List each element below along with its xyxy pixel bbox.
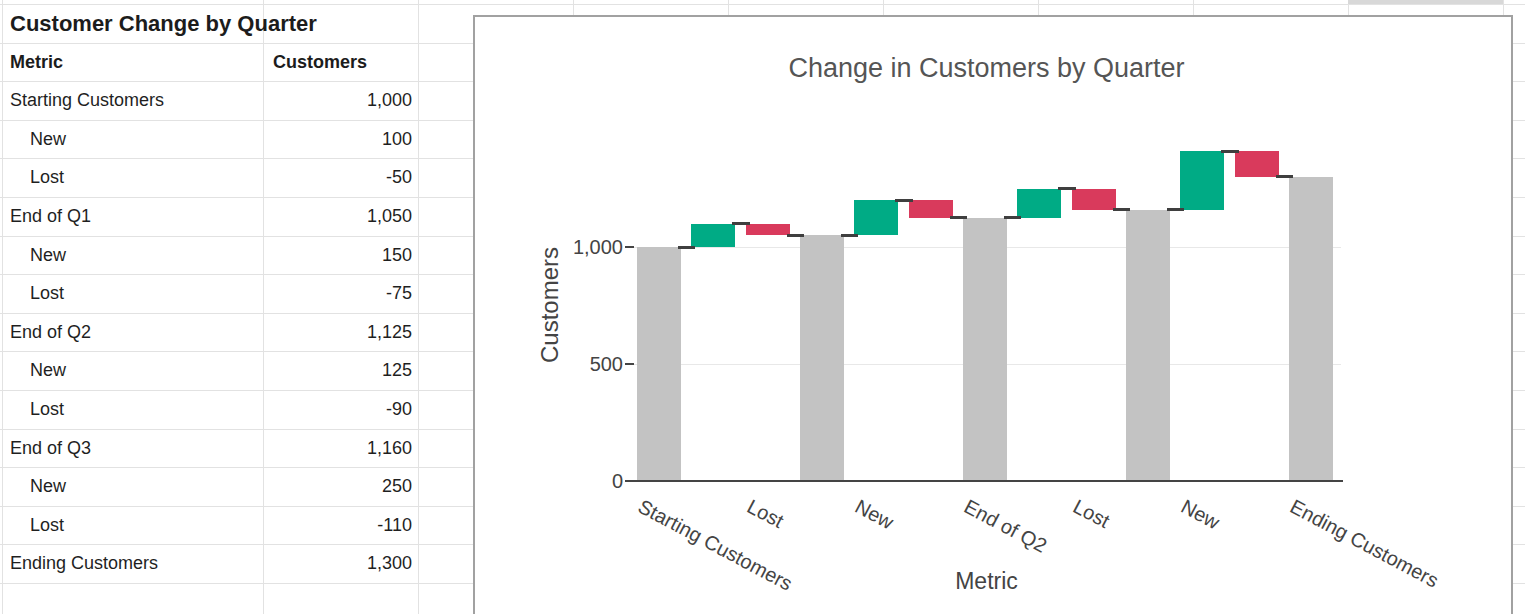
waterfall-bar-decrease [746, 224, 790, 236]
metric-header-cell[interactable]: Metric [2, 43, 263, 82]
table-row: End of Q11,050 [2, 197, 418, 236]
table-row: Ending Customers1,300 [2, 544, 418, 583]
customer-table: Customer Change by Quarter Metric Custom… [2, 4, 418, 604]
value-cell[interactable]: 150 [263, 236, 412, 275]
waterfall-bar-total [800, 235, 844, 481]
waterfall-connector [1058, 187, 1075, 190]
waterfall-bar-total [963, 218, 1007, 481]
value-cell[interactable]: 100 [263, 120, 412, 159]
y-tick-mark [625, 480, 634, 482]
waterfall-bar-increase [691, 224, 735, 247]
value-cell[interactable]: 1,000 [263, 81, 412, 120]
metric-cell[interactable]: Lost [2, 506, 263, 545]
waterfall-chart[interactable]: Change in Customers by Quarter Customers… [473, 15, 1513, 614]
table-row: Lost-75 [2, 274, 418, 313]
waterfall-bar-total [637, 247, 681, 481]
y-tick-label: 1,000 [533, 234, 623, 260]
waterfall-connector [895, 199, 912, 202]
metric-cell[interactable]: Starting Customers [2, 81, 263, 120]
waterfall-bar-total [1289, 177, 1333, 481]
table-row: New100 [2, 120, 418, 159]
metric-cell[interactable]: Lost [2, 390, 263, 429]
waterfall-connector [1276, 175, 1293, 178]
value-cell[interactable]: -90 [263, 390, 412, 429]
x-tick-label: New [852, 495, 898, 534]
waterfall-bar-decrease [1235, 151, 1279, 177]
metric-cell[interactable]: New [2, 351, 263, 390]
shaded-cell [1348, 0, 1503, 4]
waterfall-connector [678, 246, 695, 249]
waterfall-connector [787, 234, 804, 237]
waterfall-connector [841, 234, 858, 237]
table-row: New250 [2, 467, 418, 506]
table-row: Lost-110 [2, 506, 418, 545]
metric-cell[interactable]: Ending Customers [2, 544, 263, 583]
table-title-cell[interactable]: Customer Change by Quarter [2, 4, 418, 43]
waterfall-bar-increase [1017, 189, 1061, 218]
table-row: New125 [2, 351, 418, 390]
value-cell[interactable]: 1,160 [263, 429, 412, 468]
sheet-column-line [418, 0, 419, 614]
waterfall-bar-increase [854, 200, 898, 235]
metric-cell[interactable]: End of Q3 [2, 429, 263, 468]
x-axis-line [630, 480, 1343, 482]
customers-header-cell[interactable]: Customers [263, 43, 418, 82]
waterfall-bar-decrease [1072, 189, 1116, 210]
y-tick-label: 500 [533, 351, 623, 377]
y-tick-label: 0 [533, 468, 623, 494]
value-cell[interactable]: 1,050 [263, 197, 412, 236]
y-tick-mark [625, 363, 634, 365]
y-axis-title: Customers [536, 247, 564, 363]
metric-cell[interactable]: New [2, 120, 263, 159]
x-tick-label: New [1177, 495, 1223, 534]
waterfall-bar-decrease [909, 200, 953, 218]
value-cell[interactable]: -75 [263, 274, 412, 313]
table-row: End of Q31,160 [2, 429, 418, 468]
chart-title: Change in Customers by Quarter [632, 53, 1341, 84]
metric-cell[interactable]: Lost [2, 158, 263, 197]
value-cell[interactable]: -110 [263, 506, 412, 545]
table-row: New150 [2, 236, 418, 275]
x-tick-label: Lost [743, 495, 787, 533]
waterfall-connector [1113, 208, 1130, 211]
x-tick-label: End of Q2 [960, 495, 1050, 558]
plot-area [632, 130, 1341, 481]
waterfall-bar-total [1126, 210, 1170, 481]
table-row: End of Q21,125 [2, 313, 418, 352]
table-row: Lost-50 [2, 158, 418, 197]
x-tick-label: Lost [1069, 495, 1113, 533]
metric-cell[interactable]: End of Q1 [2, 197, 263, 236]
waterfall-bar-increase [1180, 151, 1224, 210]
spreadsheet-canvas: Customer Change by Quarter Metric Custom… [0, 0, 1525, 614]
y-tick-mark [625, 246, 634, 248]
value-cell[interactable]: -50 [263, 158, 412, 197]
waterfall-connector [732, 222, 749, 225]
value-cell[interactable]: 250 [263, 467, 412, 506]
value-cell[interactable]: 1,125 [263, 313, 412, 352]
value-cell[interactable]: 125 [263, 351, 412, 390]
waterfall-connector [1004, 216, 1021, 219]
metric-cell[interactable]: End of Q2 [2, 313, 263, 352]
metric-cell[interactable]: New [2, 236, 263, 275]
waterfall-connector [1221, 150, 1238, 153]
waterfall-connector [1167, 208, 1184, 211]
table-row: Starting Customers1,000 [2, 81, 418, 120]
x-axis-title: Metric [632, 568, 1341, 595]
waterfall-connector [950, 216, 967, 219]
metric-cell[interactable]: New [2, 467, 263, 506]
metric-cell[interactable]: Lost [2, 274, 263, 313]
table-row: Lost-90 [2, 390, 418, 429]
value-cell[interactable]: 1,300 [263, 544, 412, 583]
